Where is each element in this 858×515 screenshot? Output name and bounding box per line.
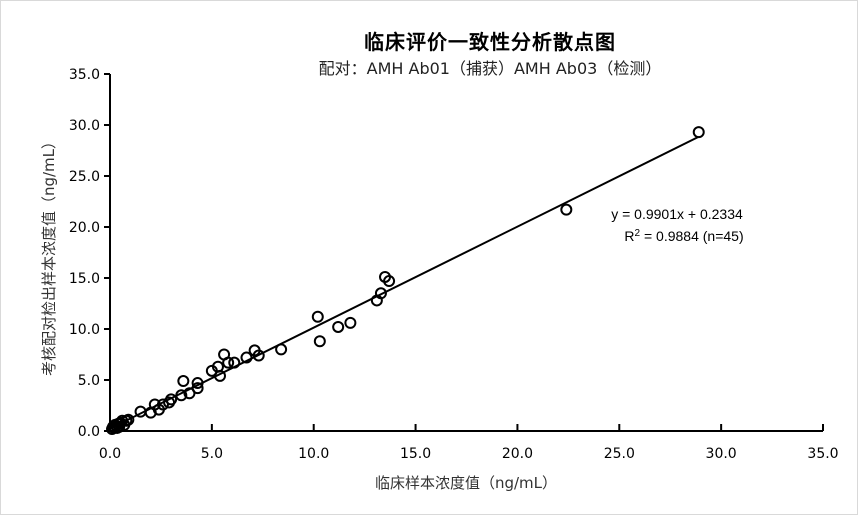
data-point bbox=[252, 349, 265, 362]
data-point bbox=[383, 275, 396, 288]
axes: 0.0 5.0 10.0 15.0 20.0 25.0 30.0 35.0 0.0 5.0 10.0… bbox=[69, 67, 839, 462]
data-point bbox=[240, 351, 253, 364]
y-tick-label: 35.0 bbox=[69, 67, 100, 83]
data-point bbox=[165, 393, 178, 406]
data-point bbox=[344, 316, 357, 329]
data-point bbox=[374, 287, 387, 300]
y-tick-label: 20.0 bbox=[69, 220, 100, 236]
chart-subtitle: 配对：AMH Ab01（捕获）AMH Ab03（检测） bbox=[318, 59, 662, 78]
data-point bbox=[332, 320, 345, 333]
data-point bbox=[177, 375, 190, 388]
trendline-line bbox=[111, 135, 700, 429]
data-point bbox=[191, 382, 204, 395]
x-tick-label: 25.0 bbox=[604, 446, 635, 462]
data-point bbox=[228, 356, 241, 369]
y-tick-label: 10.0 bbox=[69, 322, 100, 338]
y-tick-label: 0.0 bbox=[78, 424, 100, 440]
data-point bbox=[311, 310, 324, 323]
data-point bbox=[191, 377, 204, 390]
data-point bbox=[560, 203, 573, 216]
data-point bbox=[122, 413, 135, 426]
y-tick-label: 5.0 bbox=[78, 373, 100, 389]
data-point bbox=[275, 343, 288, 356]
x-tick-label: 20.0 bbox=[502, 446, 533, 462]
y-tick-label: 25.0 bbox=[69, 169, 100, 185]
chart-title: 临床评价一致性分析散点图 bbox=[364, 30, 616, 54]
y-tick-label: 15.0 bbox=[69, 271, 100, 287]
regression-equation: y = 0.9901x + 0.2334 bbox=[611, 206, 743, 222]
x-tick-label: 0.0 bbox=[99, 446, 121, 462]
x-tick-label: 35.0 bbox=[807, 446, 838, 462]
y-tick-label: 30.0 bbox=[69, 118, 100, 134]
x-tick-label: 15.0 bbox=[400, 446, 431, 462]
data-point bbox=[692, 126, 705, 139]
x-axis-title: 临床样本浓度值（ng/mL） bbox=[375, 474, 557, 492]
r-squared-label: R2 = 0.9884 (n=45) bbox=[624, 228, 743, 244]
x-tick-label: 10.0 bbox=[298, 446, 329, 462]
y-axis-title: 考核配对检出样本浓度值（ng/mL） bbox=[40, 134, 58, 376]
data-point bbox=[214, 369, 227, 382]
data-point bbox=[313, 335, 326, 348]
data-point bbox=[222, 356, 235, 369]
x-tick-label: 5.0 bbox=[201, 446, 223, 462]
trendline bbox=[111, 135, 700, 429]
data-point bbox=[175, 389, 188, 402]
x-tick-label: 30.0 bbox=[706, 446, 737, 462]
data-points bbox=[106, 126, 705, 435]
